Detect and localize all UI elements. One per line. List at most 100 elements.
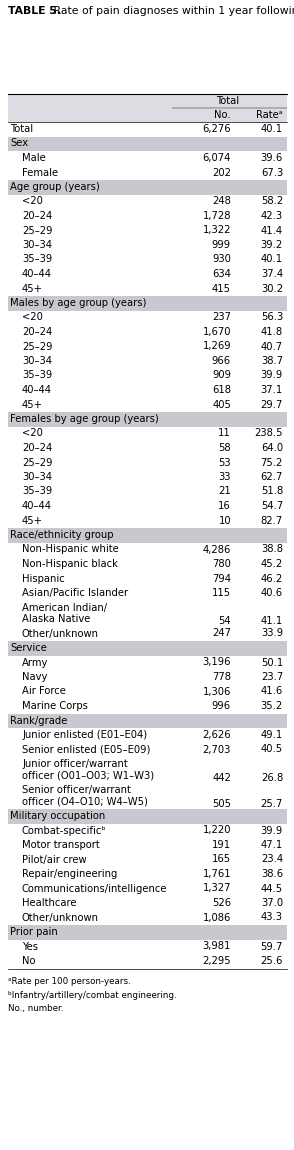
Text: 39.6: 39.6 [261,153,283,163]
Text: Sex: Sex [10,138,28,148]
Text: ᵃRate per 100 person-years.: ᵃRate per 100 person-years. [8,976,131,986]
Bar [8,528,287,543]
Text: 58.2: 58.2 [261,197,283,207]
Text: 54.7: 54.7 [261,501,283,511]
Bar [8,484,287,499]
Bar [8,783,287,808]
Bar [8,94,287,122]
Text: 51.8: 51.8 [261,486,283,497]
Text: 2,703: 2,703 [203,744,231,754]
Text: 1,728: 1,728 [203,210,231,221]
Text: 1,327: 1,327 [203,883,231,894]
Text: 40.7: 40.7 [261,342,283,352]
Bar [8,757,287,783]
Text: No: No [22,956,36,966]
Text: Air Force: Air Force [22,687,66,697]
Text: Senior enlisted (E05–E09): Senior enlisted (E05–E09) [22,744,150,754]
Text: 6,074: 6,074 [203,153,231,163]
Bar [8,728,287,743]
Text: 59.7: 59.7 [260,942,283,951]
Text: 1,269: 1,269 [202,342,231,352]
Text: Females by age group (years): Females by age group (years) [10,414,159,424]
Text: 248: 248 [212,197,231,207]
Text: 634: 634 [212,269,231,279]
Text: Other/unknown: Other/unknown [22,629,99,638]
Text: 25.7: 25.7 [260,798,283,808]
Text: 39.9: 39.9 [261,826,283,836]
Text: 82.7: 82.7 [261,515,283,526]
Text: 20–24: 20–24 [22,210,52,221]
Text: Race/ethnicity group: Race/ethnicity group [10,530,113,540]
Text: Communications/intelligence: Communications/intelligence [22,883,168,894]
Text: 58: 58 [218,443,231,453]
Text: 999: 999 [212,240,231,250]
Bar [8,743,287,757]
Text: 38.8: 38.8 [261,544,283,554]
Text: Hispanic: Hispanic [22,574,65,583]
Bar [8,852,287,867]
Text: Asian/Pacific Islander: Asian/Pacific Islander [22,588,128,598]
Text: 53: 53 [218,458,231,468]
Text: 25–29: 25–29 [22,225,53,236]
Text: Healthcare: Healthcare [22,898,76,908]
Bar [8,925,287,940]
Bar [8,339,287,354]
Text: Prior pain: Prior pain [10,927,58,937]
Bar [8,296,287,310]
Text: 1,220: 1,220 [203,826,231,836]
Text: 4,286: 4,286 [203,544,231,554]
Bar [8,412,287,427]
Text: Junior enlisted (E01–E04): Junior enlisted (E01–E04) [22,730,147,739]
Text: 780: 780 [212,559,231,569]
Text: 45+: 45+ [22,284,43,293]
Text: Total: Total [10,124,33,135]
Text: 64.0: 64.0 [261,443,283,453]
Text: 2,626: 2,626 [202,730,231,739]
Text: 37.4: 37.4 [261,269,283,279]
Text: Males by age group (years): Males by age group (years) [10,298,146,308]
Text: 46.2: 46.2 [261,574,283,583]
Bar [8,627,287,641]
Text: 40.1: 40.1 [261,254,283,264]
Bar [8,455,287,470]
Text: 35–39: 35–39 [22,486,52,497]
Text: 794: 794 [212,574,231,583]
Bar [8,867,287,882]
Bar [8,670,287,684]
Text: 35–39: 35–39 [22,254,52,264]
Bar [8,586,287,600]
Text: 238.5: 238.5 [255,429,283,438]
Bar [8,223,287,238]
Text: Total: Total [216,95,240,106]
Bar [8,354,287,368]
Text: 115: 115 [212,588,231,598]
Text: Pilot/air crew: Pilot/air crew [22,854,87,865]
Text: 1,322: 1,322 [203,225,231,236]
Text: <20: <20 [22,429,43,438]
Bar [8,808,287,823]
Text: 25–29: 25–29 [22,342,53,352]
Text: 21: 21 [218,486,231,497]
Text: 191: 191 [212,840,231,850]
Text: 778: 778 [212,672,231,682]
Text: Non-Hispanic black: Non-Hispanic black [22,559,118,569]
Text: 45+: 45+ [22,515,43,526]
Text: 30–34: 30–34 [22,240,52,250]
Text: Other/unknown: Other/unknown [22,912,99,922]
Text: 26.8: 26.8 [261,773,283,782]
Text: 33.9: 33.9 [261,629,283,638]
Text: 67.3: 67.3 [261,168,283,177]
Text: 38.7: 38.7 [261,356,283,366]
Text: 415: 415 [212,284,231,293]
Bar [8,699,287,713]
Bar [8,882,287,896]
Bar [8,151,287,166]
Bar [8,896,287,911]
Text: Repair/engineering: Repair/engineering [22,869,117,879]
Text: 30–34: 30–34 [22,472,52,482]
Bar [8,470,287,484]
Text: 45.2: 45.2 [261,559,283,569]
Text: Junior officer/warrant
officer (O01–O03; W1–W3): Junior officer/warrant officer (O01–O03;… [22,759,154,780]
Text: 40.6: 40.6 [261,588,283,598]
Bar [8,194,287,209]
